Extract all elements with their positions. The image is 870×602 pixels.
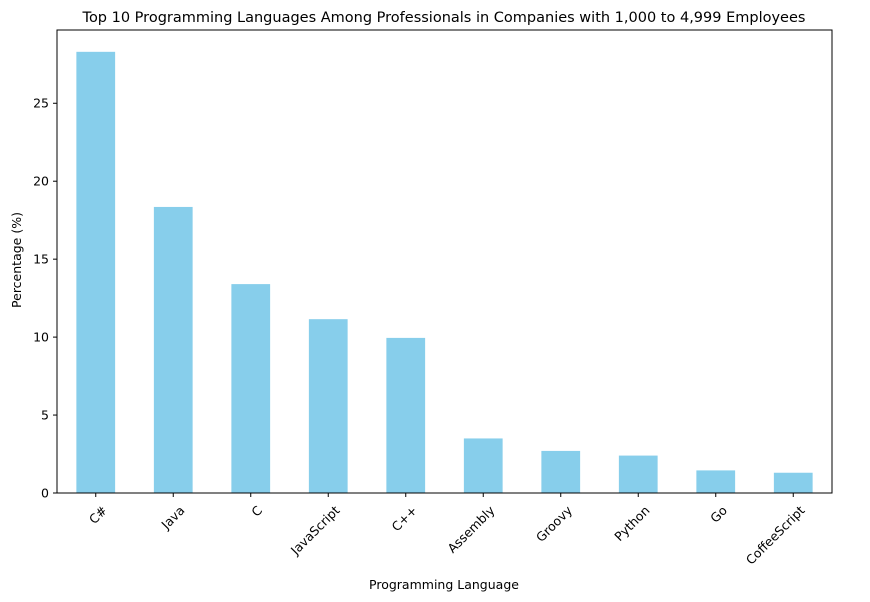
y-tick-label: 5 — [41, 407, 49, 422]
x-tick-label: Groovy — [533, 502, 576, 545]
bar-groovy — [541, 450, 581, 493]
y-tick-label: 25 — [33, 96, 49, 111]
y-tick-label: 0 — [41, 485, 49, 500]
bar-go — [696, 470, 736, 493]
bar-c — [231, 284, 271, 493]
x-tick-label: Python — [611, 503, 652, 544]
x-tick-label: C# — [86, 503, 110, 527]
x-tick-label: JavaScript — [287, 503, 343, 559]
x-axis-label: Programming Language — [369, 577, 519, 592]
bar-coffeescript — [773, 472, 813, 493]
bar-csharp — [76, 51, 116, 493]
x-tick-label: C++ — [388, 503, 420, 535]
bar-cplusplus — [386, 337, 426, 493]
bars-group — [76, 51, 813, 493]
y-axis-label: Percentage (%) — [9, 212, 24, 308]
bar-assembly — [463, 438, 503, 493]
y-tick-label: 10 — [33, 329, 49, 344]
y-tick-label: 20 — [33, 174, 49, 189]
bar-java — [153, 206, 193, 493]
x-tick-label: CoffeeScript — [743, 503, 808, 568]
x-tick-label: Assembly — [444, 502, 498, 556]
plot-frame — [56, 29, 833, 494]
y-tick-label: 15 — [33, 252, 49, 267]
x-tick-label: C — [248, 503, 265, 520]
bar-python — [618, 455, 658, 493]
x-tick-label: Java — [158, 503, 188, 533]
chart-title: Top 10 Programming Languages Among Profe… — [82, 10, 806, 26]
x-tick-label: Go — [707, 503, 730, 526]
y-axis: 0 5 10 15 20 25 — [33, 96, 57, 500]
x-axis: C# Java C JavaScript C++ Assembly Groovy Python… — [86, 493, 808, 567]
bar-javascript — [308, 319, 348, 493]
